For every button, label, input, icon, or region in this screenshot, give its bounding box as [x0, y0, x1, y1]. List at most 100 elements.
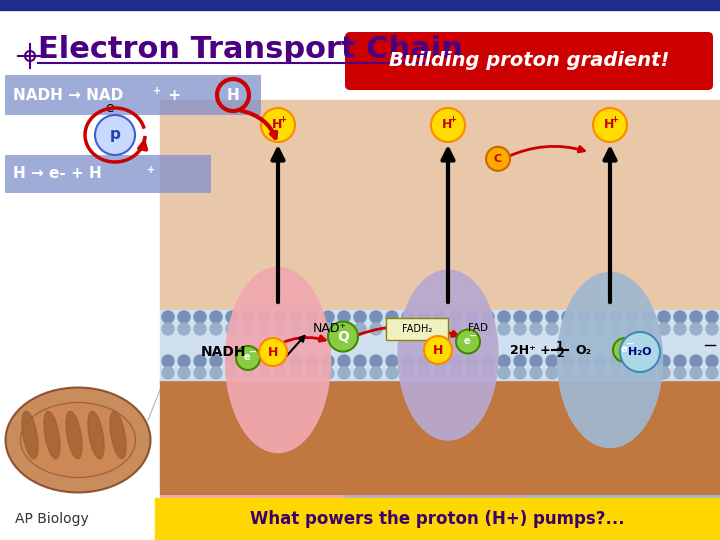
Text: H₂O: H₂O: [629, 347, 652, 357]
Circle shape: [236, 346, 260, 370]
Circle shape: [194, 367, 206, 379]
Circle shape: [274, 367, 286, 379]
Circle shape: [402, 367, 414, 379]
Bar: [160, 380, 720, 495]
Circle shape: [274, 311, 286, 323]
Circle shape: [610, 311, 622, 323]
Circle shape: [626, 367, 638, 379]
Text: NADH: NADH: [200, 345, 246, 359]
Circle shape: [322, 355, 334, 367]
Ellipse shape: [557, 273, 662, 448]
Circle shape: [690, 323, 702, 335]
Circle shape: [546, 355, 558, 367]
Text: AP Biology: AP Biology: [15, 512, 89, 526]
Text: +: +: [153, 86, 161, 96]
Circle shape: [486, 147, 510, 171]
Circle shape: [290, 355, 302, 367]
Ellipse shape: [20, 402, 135, 477]
Circle shape: [162, 323, 174, 335]
Circle shape: [546, 367, 558, 379]
Circle shape: [466, 311, 478, 323]
Text: Building proton gradient!: Building proton gradient!: [389, 51, 669, 71]
Circle shape: [466, 355, 478, 367]
Text: 2H⁺ +: 2H⁺ +: [510, 343, 550, 356]
Circle shape: [242, 323, 254, 335]
Circle shape: [466, 367, 478, 379]
Circle shape: [322, 367, 334, 379]
Circle shape: [642, 311, 654, 323]
Circle shape: [562, 367, 574, 379]
Circle shape: [290, 323, 302, 335]
Circle shape: [450, 311, 462, 323]
Circle shape: [530, 323, 542, 335]
Circle shape: [594, 367, 606, 379]
Circle shape: [456, 329, 480, 354]
Text: NADH → NAD: NADH → NAD: [13, 87, 123, 103]
Circle shape: [578, 311, 590, 323]
Bar: [155, 498, 720, 540]
Circle shape: [386, 323, 398, 335]
Ellipse shape: [88, 411, 104, 458]
Circle shape: [546, 323, 558, 335]
Circle shape: [658, 355, 670, 367]
Circle shape: [258, 367, 270, 379]
Text: +: +: [163, 87, 186, 103]
Ellipse shape: [66, 411, 82, 458]
Circle shape: [593, 108, 627, 142]
Circle shape: [498, 323, 510, 335]
Circle shape: [194, 323, 206, 335]
Circle shape: [514, 311, 526, 323]
Circle shape: [370, 323, 382, 335]
Ellipse shape: [6, 388, 150, 492]
Circle shape: [562, 355, 574, 367]
Circle shape: [498, 311, 510, 323]
Text: −: −: [469, 330, 477, 341]
Circle shape: [626, 323, 638, 335]
Circle shape: [210, 323, 222, 335]
Circle shape: [306, 367, 318, 379]
Circle shape: [162, 355, 174, 367]
Circle shape: [274, 323, 286, 335]
Circle shape: [434, 367, 446, 379]
Text: +: +: [279, 114, 287, 124]
Text: H: H: [442, 118, 452, 131]
Circle shape: [642, 367, 654, 379]
Text: −: −: [626, 339, 634, 349]
Text: 1: 1: [556, 341, 564, 351]
Circle shape: [338, 367, 350, 379]
Text: O₂: O₂: [575, 343, 591, 356]
Circle shape: [306, 355, 318, 367]
Circle shape: [261, 108, 295, 142]
Text: +: +: [611, 114, 618, 124]
Circle shape: [194, 355, 206, 367]
Circle shape: [242, 367, 254, 379]
Text: +: +: [147, 165, 155, 175]
FancyBboxPatch shape: [345, 32, 713, 90]
Circle shape: [562, 323, 574, 335]
Text: cytochrome c
oxidase complex: cytochrome c oxidase complex: [578, 504, 672, 526]
Circle shape: [290, 311, 302, 323]
Circle shape: [242, 311, 254, 323]
FancyBboxPatch shape: [386, 318, 448, 340]
Text: e: e: [243, 352, 251, 362]
Circle shape: [386, 311, 398, 323]
Circle shape: [370, 367, 382, 379]
Circle shape: [178, 367, 190, 379]
Text: H → e- + H: H → e- + H: [13, 166, 102, 181]
Circle shape: [610, 355, 622, 367]
Circle shape: [562, 311, 574, 323]
Circle shape: [162, 367, 174, 379]
Text: H: H: [272, 118, 282, 131]
Circle shape: [514, 355, 526, 367]
Circle shape: [674, 311, 686, 323]
Circle shape: [370, 355, 382, 367]
Text: Q: Q: [337, 329, 349, 343]
Circle shape: [95, 115, 135, 155]
Circle shape: [594, 311, 606, 323]
Circle shape: [626, 311, 638, 323]
Circle shape: [450, 367, 462, 379]
Bar: [160, 100, 720, 310]
Circle shape: [482, 367, 494, 379]
Text: p: p: [109, 127, 120, 143]
Circle shape: [530, 367, 542, 379]
